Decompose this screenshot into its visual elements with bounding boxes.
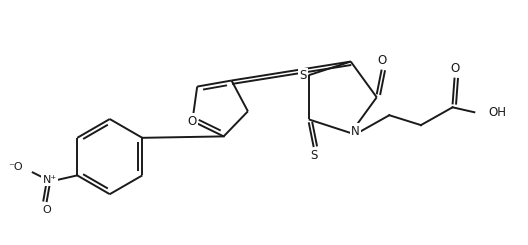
Text: O: O [42, 205, 51, 215]
Text: O: O [377, 54, 386, 67]
Text: N⁺: N⁺ [42, 175, 56, 185]
Text: S: S [310, 149, 317, 162]
Text: OH: OH [488, 106, 506, 119]
Text: O: O [188, 115, 197, 128]
Text: S: S [299, 69, 306, 82]
Text: N: N [351, 124, 360, 137]
Text: O: O [450, 62, 459, 75]
Text: ⁻O: ⁻O [8, 162, 23, 172]
